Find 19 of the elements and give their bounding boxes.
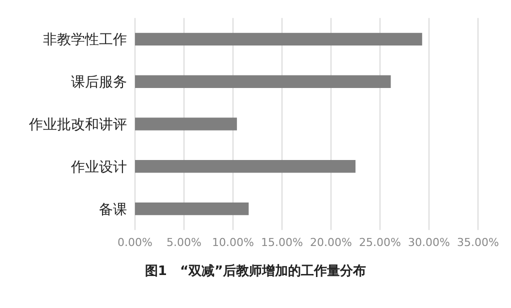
y-tick-label: 课后服务 — [71, 74, 127, 91]
y-tick-label: 非教学性工作 — [43, 32, 127, 48]
x-tick-label: 20.00% — [310, 236, 352, 249]
x-tick-label: 5.00% — [166, 236, 202, 249]
bar — [135, 160, 356, 173]
x-tick-label: 0.00% — [118, 236, 152, 249]
bar — [135, 202, 249, 216]
bar — [135, 75, 391, 88]
y-tick-label: 作业设计 — [70, 159, 127, 176]
x-tick-label: 15.00% — [261, 236, 303, 249]
bar — [135, 118, 237, 130]
x-tick-label: 25.00% — [359, 236, 401, 249]
x-tick-label: 35.00% — [457, 236, 499, 249]
x-tick-label: 30.00% — [408, 236, 450, 249]
x-tick-label: 10.00% — [212, 236, 254, 249]
text: 图1 “双减”后教师增加的工作量分布 — [144, 262, 368, 280]
bar — [135, 32, 422, 46]
y-tick-label: 作业批改和讲评 — [28, 116, 127, 133]
y-tick-label: 备课 — [99, 202, 127, 218]
